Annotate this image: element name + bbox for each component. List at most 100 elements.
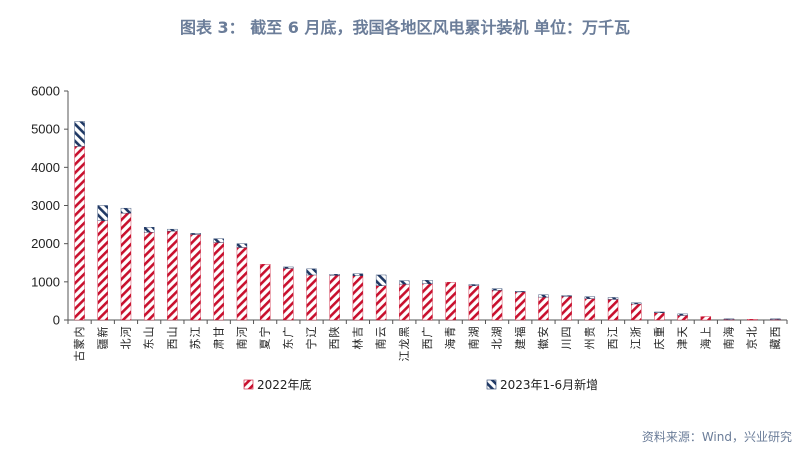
- category-label-char: 山: [143, 327, 156, 338]
- category-label-char: 藏: [769, 339, 782, 350]
- bar-base: [97, 220, 108, 321]
- category-label-char: 南: [467, 339, 480, 350]
- bar-increment: [306, 268, 317, 276]
- bar-increment: [283, 266, 294, 269]
- category-label-char: 北: [746, 327, 759, 338]
- category-label-char: 西: [421, 339, 434, 350]
- category-label-char: 南: [375, 339, 388, 350]
- category-label-char: 西: [166, 339, 179, 350]
- category-label-char: 云: [375, 327, 388, 338]
- category-label-char: 蒙: [73, 339, 86, 350]
- category-label-char: 宁: [258, 327, 272, 338]
- category-label-char: 庆: [652, 339, 666, 350]
- category-label-char: 州: [583, 339, 596, 350]
- category-label-char: 西: [607, 339, 620, 350]
- bar-base: [700, 316, 712, 321]
- category-label-char: 江: [398, 351, 411, 362]
- y-tick-label: 3000: [31, 198, 60, 213]
- category-label-char: 肃: [212, 339, 225, 350]
- category-label-char: 海: [443, 339, 457, 350]
- bar-increment: [236, 243, 248, 248]
- category-label-char: 北: [491, 339, 504, 350]
- category-label-char: 疆: [96, 339, 109, 350]
- bar-base: [306, 274, 317, 321]
- category-label-char: 辽: [305, 327, 318, 338]
- bar-base: [491, 290, 503, 321]
- category-label-char: 重: [652, 327, 666, 338]
- bar-base: [399, 283, 410, 321]
- category-label-char: 海: [722, 327, 736, 338]
- category-label-char: 南: [235, 339, 248, 350]
- category-label-char: 南: [723, 339, 736, 350]
- bar-increment: [468, 284, 480, 286]
- bar-increment: [143, 227, 155, 233]
- bar-increment: [167, 228, 178, 232]
- category-label-char: 内: [72, 327, 86, 338]
- category-label-char: 河: [235, 327, 248, 338]
- y-tick-label: 2000: [31, 236, 60, 251]
- bar-base: [143, 232, 155, 321]
- y-tick-label: 0: [53, 313, 60, 328]
- category-labels: 内蒙古新疆河北山东山西江苏甘肃河南宁夏广东辽宁陕西吉林云南黑龙江广西青海湖南湖北…: [72, 327, 782, 362]
- chart-title: 图表 3： 截至 6 月底，我国各地区风电累计装机 单位：万千瓦: [179, 18, 631, 37]
- category-label-char: 陕: [327, 327, 341, 338]
- bar-base: [677, 315, 688, 321]
- bar-base: [236, 247, 248, 321]
- bar-base: [120, 212, 132, 321]
- bar-base: [445, 282, 456, 321]
- bars: [74, 121, 781, 321]
- category-label-char: 四: [560, 327, 573, 338]
- category-label-char: 川: [560, 339, 573, 350]
- bar-increment: [422, 280, 433, 284]
- bar-increment: [677, 313, 688, 316]
- bar-base: [515, 291, 526, 321]
- category-label-char: 新: [95, 327, 109, 338]
- category-label-char: 夏: [259, 339, 272, 350]
- category-label-char: 苏: [189, 339, 202, 350]
- category-label-char: 贵: [583, 327, 596, 338]
- category-label-char: 林: [350, 339, 364, 350]
- bar-base: [631, 303, 642, 321]
- y-tick-label: 6000: [31, 84, 60, 99]
- bar-base: [259, 264, 271, 321]
- bar-increment: [607, 297, 619, 300]
- bar-increment: [631, 302, 642, 305]
- category-label-char: 黑: [398, 327, 411, 338]
- bar-base: [329, 275, 340, 321]
- bar-increment: [375, 274, 387, 286]
- bar-base: [584, 298, 596, 321]
- category-label-char: 天: [676, 327, 689, 338]
- category-label-char: 江: [607, 327, 620, 338]
- category-label-char: 广: [282, 327, 295, 338]
- legend: 2022年底 2023年1-6月新增: [243, 377, 598, 392]
- category-label-char: 湖: [491, 327, 504, 338]
- bar-base: [654, 312, 665, 321]
- y-tick-label: 4000: [31, 160, 60, 175]
- bar-increment: [190, 233, 201, 235]
- bar-base: [74, 146, 85, 321]
- bar-increment: [491, 288, 503, 291]
- bar-increment: [770, 318, 781, 320]
- source-note: 资料来源：Wind，兴业研究: [641, 430, 792, 444]
- category-label-char: 京: [745, 339, 759, 350]
- category-label-char: 山: [166, 327, 179, 338]
- bar-increment: [538, 294, 549, 298]
- category-label-char: 龙: [398, 339, 411, 350]
- bar-base: [167, 230, 178, 321]
- category-label-char: 江: [189, 327, 202, 338]
- bar-base: [538, 296, 549, 321]
- bar-increment: [515, 291, 526, 293]
- category-label-char: 东: [143, 339, 156, 350]
- category-label-char: 湖: [467, 327, 480, 338]
- bar-increment: [352, 273, 364, 276]
- legend-label-increment: 2023年1-6月新增: [500, 377, 598, 392]
- category-label-char: 海: [698, 339, 712, 350]
- category-label-char: 福: [513, 327, 527, 338]
- category-label-char: 津: [676, 339, 689, 350]
- bar-increment: [97, 205, 108, 221]
- bar-base: [190, 234, 201, 321]
- bar-base: [561, 296, 572, 321]
- bar-base: [283, 268, 294, 321]
- category-label-char: 广: [421, 327, 434, 338]
- category-label-char: 古: [73, 351, 86, 362]
